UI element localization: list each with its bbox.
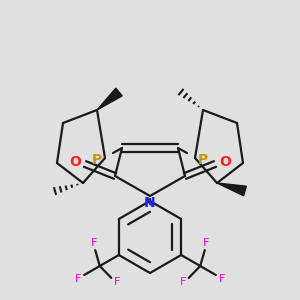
- Text: F: F: [75, 274, 81, 284]
- Text: F: F: [202, 238, 209, 248]
- Polygon shape: [217, 183, 246, 196]
- Text: O: O: [219, 155, 231, 169]
- Text: N: N: [144, 196, 156, 210]
- Text: P: P: [92, 153, 102, 167]
- Text: F: F: [179, 278, 186, 287]
- Text: O: O: [69, 155, 81, 169]
- Text: F: F: [91, 238, 98, 248]
- Text: P: P: [198, 153, 208, 167]
- Polygon shape: [97, 88, 122, 110]
- Text: F: F: [114, 278, 121, 287]
- Text: F: F: [219, 274, 225, 284]
